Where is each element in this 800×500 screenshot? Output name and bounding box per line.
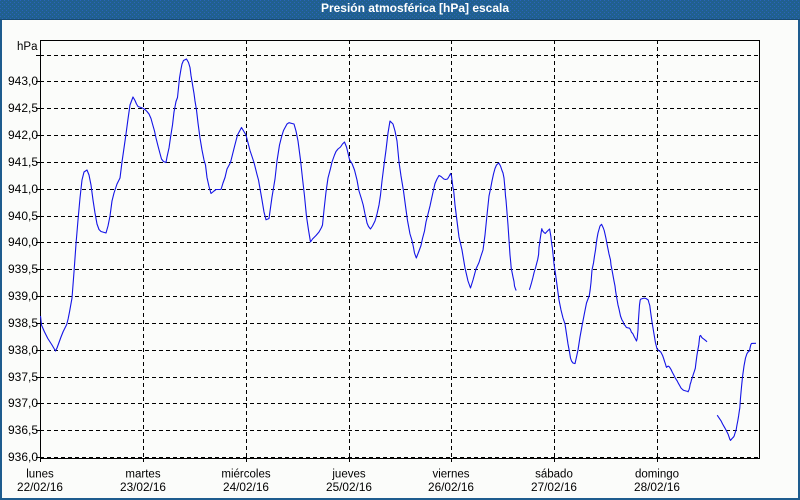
svg-text:942,5: 942,5 [8, 101, 38, 115]
svg-text:sábado: sábado [535, 469, 573, 481]
svg-text:lunes: lunes [26, 469, 54, 481]
svg-text:936,5: 936,5 [8, 423, 38, 437]
svg-text:hPa: hPa [17, 41, 38, 53]
svg-text:Presión atmosférica [hPa] esca: Presión atmosférica [hPa] escala [321, 1, 509, 15]
svg-text:22/02/16: 22/02/16 [17, 480, 63, 494]
svg-text:27/02/16: 27/02/16 [531, 480, 577, 494]
svg-text:viernes: viernes [432, 469, 469, 481]
svg-text:937,5: 937,5 [8, 370, 38, 384]
svg-text:942,0: 942,0 [8, 128, 38, 142]
svg-text:940,5: 940,5 [8, 209, 38, 223]
svg-text:939,0: 939,0 [8, 289, 38, 303]
svg-text:24/02/16: 24/02/16 [223, 480, 269, 494]
svg-text:943,0: 943,0 [8, 74, 38, 88]
svg-text:941,5: 941,5 [8, 155, 38, 169]
svg-text:938,0: 938,0 [8, 343, 38, 357]
svg-text:940,0: 940,0 [8, 235, 38, 249]
svg-text:martes: martes [125, 469, 160, 481]
svg-text:jueves: jueves [331, 469, 365, 481]
svg-text:23/02/16: 23/02/16 [120, 480, 166, 494]
svg-text:domingo: domingo [635, 469, 679, 481]
svg-text:26/02/16: 26/02/16 [428, 480, 474, 494]
svg-text:938,5: 938,5 [8, 316, 38, 330]
svg-text:941,0: 941,0 [8, 182, 38, 196]
svg-text:28/02/16: 28/02/16 [634, 480, 680, 494]
svg-text:936,0: 936,0 [8, 450, 38, 464]
svg-text:937,0: 937,0 [8, 396, 38, 410]
svg-text:25/02/16: 25/02/16 [326, 480, 372, 494]
svg-text:miércoles: miércoles [221, 469, 270, 481]
svg-text:939,5: 939,5 [8, 262, 38, 276]
